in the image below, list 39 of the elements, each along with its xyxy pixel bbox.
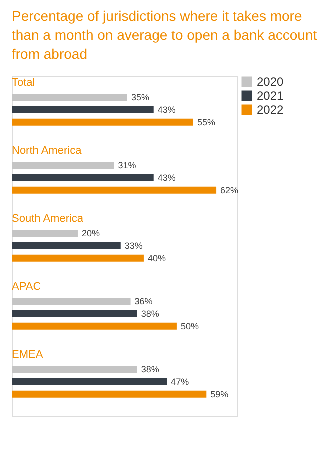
bar: [12, 94, 128, 102]
bar: [12, 366, 138, 374]
y-tick-label: EMEA: [12, 349, 44, 361]
data-label: 38%: [141, 364, 160, 375]
y-tick-label: APAC: [12, 281, 42, 293]
data-label: 31%: [118, 160, 136, 171]
data-label: 43%: [158, 173, 176, 183]
legend-label: 2020: [257, 75, 284, 89]
bar: [12, 162, 114, 170]
y-tick-label: Total: [12, 77, 36, 89]
data-label: 33%: [124, 241, 143, 251]
data-label: 38%: [141, 309, 160, 319]
bar: [12, 242, 121, 250]
data-label: 20%: [82, 228, 100, 239]
data-label: 35%: [131, 92, 150, 103]
data-label: 50%: [180, 321, 199, 332]
bar: [12, 254, 144, 262]
data-label: 36%: [134, 296, 153, 307]
legend-label: 2021: [257, 89, 284, 103]
data-label: 59%: [210, 389, 229, 400]
chart-title: Percentage of jurisdictions where it takes more than a month on average to open a bank account from abroad: [12, 8, 318, 62]
bar: [12, 186, 217, 194]
bar: [12, 230, 78, 238]
bar: [12, 390, 207, 398]
data-label: 62%: [220, 185, 239, 196]
legend-label: 2022: [257, 103, 284, 117]
bar: [12, 298, 131, 306]
y-tick-label: South America: [12, 213, 84, 225]
y-tick-label: North America: [12, 145, 83, 157]
bar: [12, 118, 194, 126]
bar: [12, 322, 177, 330]
bar: [12, 310, 138, 318]
data-label: 55%: [197, 117, 216, 128]
bar: [12, 106, 154, 114]
bar: [12, 378, 168, 386]
bar: [12, 174, 154, 182]
data-label: 43%: [158, 105, 176, 115]
data-label: 47%: [171, 377, 190, 387]
data-label: 40%: [148, 253, 166, 264]
